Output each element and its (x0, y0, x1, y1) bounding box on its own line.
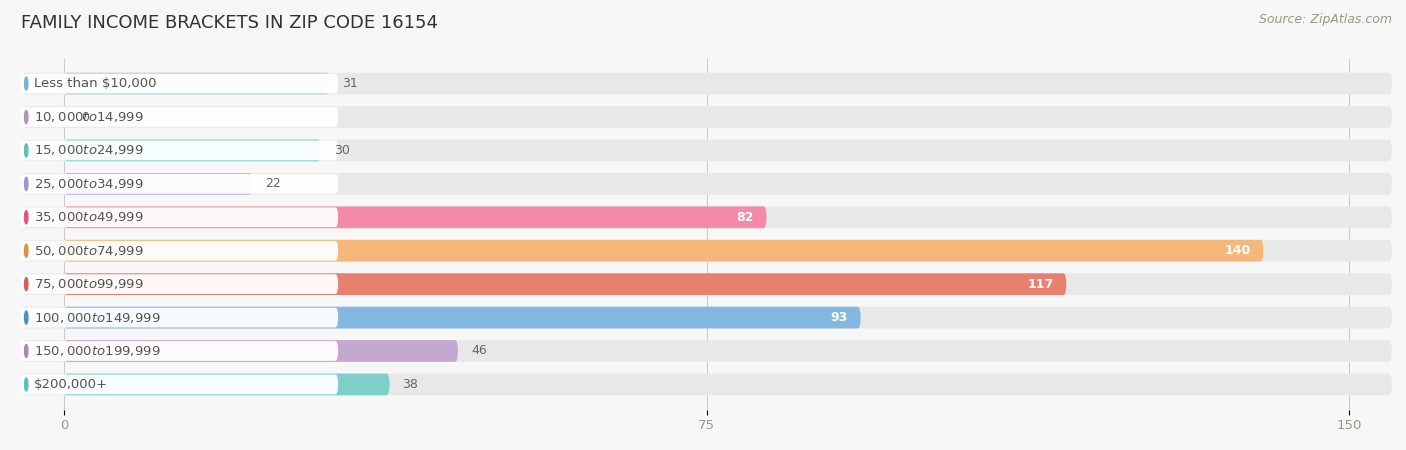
Text: $25,000 to $34,999: $25,000 to $34,999 (34, 177, 143, 191)
Text: 38: 38 (402, 378, 418, 391)
Text: 0: 0 (82, 111, 89, 123)
FancyBboxPatch shape (18, 274, 337, 294)
Text: $200,000+: $200,000+ (34, 378, 108, 391)
Text: $75,000 to $99,999: $75,000 to $99,999 (34, 277, 143, 291)
FancyBboxPatch shape (63, 307, 860, 328)
Text: $10,000 to $14,999: $10,000 to $14,999 (34, 110, 143, 124)
FancyBboxPatch shape (21, 273, 1392, 295)
FancyBboxPatch shape (18, 74, 337, 94)
Text: FAMILY INCOME BRACKETS IN ZIP CODE 16154: FAMILY INCOME BRACKETS IN ZIP CODE 16154 (21, 14, 439, 32)
Text: $150,000 to $199,999: $150,000 to $199,999 (34, 344, 160, 358)
FancyBboxPatch shape (18, 140, 337, 160)
Text: 46: 46 (471, 345, 486, 357)
Text: $100,000 to $149,999: $100,000 to $149,999 (34, 310, 160, 324)
FancyBboxPatch shape (63, 240, 1264, 261)
FancyBboxPatch shape (63, 140, 321, 161)
FancyBboxPatch shape (63, 340, 458, 362)
FancyBboxPatch shape (63, 273, 1066, 295)
Text: $15,000 to $24,999: $15,000 to $24,999 (34, 144, 143, 158)
FancyBboxPatch shape (63, 374, 389, 395)
FancyBboxPatch shape (21, 240, 1392, 261)
Text: Source: ZipAtlas.com: Source: ZipAtlas.com (1258, 14, 1392, 27)
Text: 93: 93 (831, 311, 848, 324)
FancyBboxPatch shape (18, 241, 337, 261)
Text: 30: 30 (333, 144, 350, 157)
FancyBboxPatch shape (63, 207, 766, 228)
FancyBboxPatch shape (21, 73, 1392, 94)
FancyBboxPatch shape (63, 73, 329, 94)
Circle shape (24, 378, 28, 391)
Circle shape (24, 144, 28, 157)
FancyBboxPatch shape (21, 106, 1392, 128)
Circle shape (24, 177, 28, 190)
Text: 31: 31 (343, 77, 359, 90)
FancyBboxPatch shape (18, 174, 337, 194)
FancyBboxPatch shape (21, 140, 1392, 161)
FancyBboxPatch shape (18, 308, 337, 328)
Circle shape (24, 311, 28, 324)
FancyBboxPatch shape (18, 207, 337, 227)
Text: $35,000 to $49,999: $35,000 to $49,999 (34, 210, 143, 224)
Circle shape (24, 77, 28, 90)
Circle shape (24, 111, 28, 123)
Text: 22: 22 (266, 177, 281, 190)
Text: 140: 140 (1225, 244, 1250, 257)
FancyBboxPatch shape (18, 107, 337, 127)
FancyBboxPatch shape (21, 374, 1392, 395)
Text: $50,000 to $74,999: $50,000 to $74,999 (34, 244, 143, 258)
Text: 117: 117 (1028, 278, 1053, 291)
Circle shape (24, 345, 28, 357)
FancyBboxPatch shape (21, 173, 1392, 195)
FancyBboxPatch shape (18, 374, 337, 394)
Text: Less than $10,000: Less than $10,000 (34, 77, 156, 90)
FancyBboxPatch shape (63, 106, 69, 128)
Text: 82: 82 (737, 211, 754, 224)
Circle shape (24, 278, 28, 291)
FancyBboxPatch shape (21, 207, 1392, 228)
FancyBboxPatch shape (18, 341, 337, 361)
FancyBboxPatch shape (21, 307, 1392, 328)
Circle shape (24, 244, 28, 257)
FancyBboxPatch shape (21, 340, 1392, 362)
FancyBboxPatch shape (63, 173, 253, 195)
Circle shape (24, 211, 28, 224)
